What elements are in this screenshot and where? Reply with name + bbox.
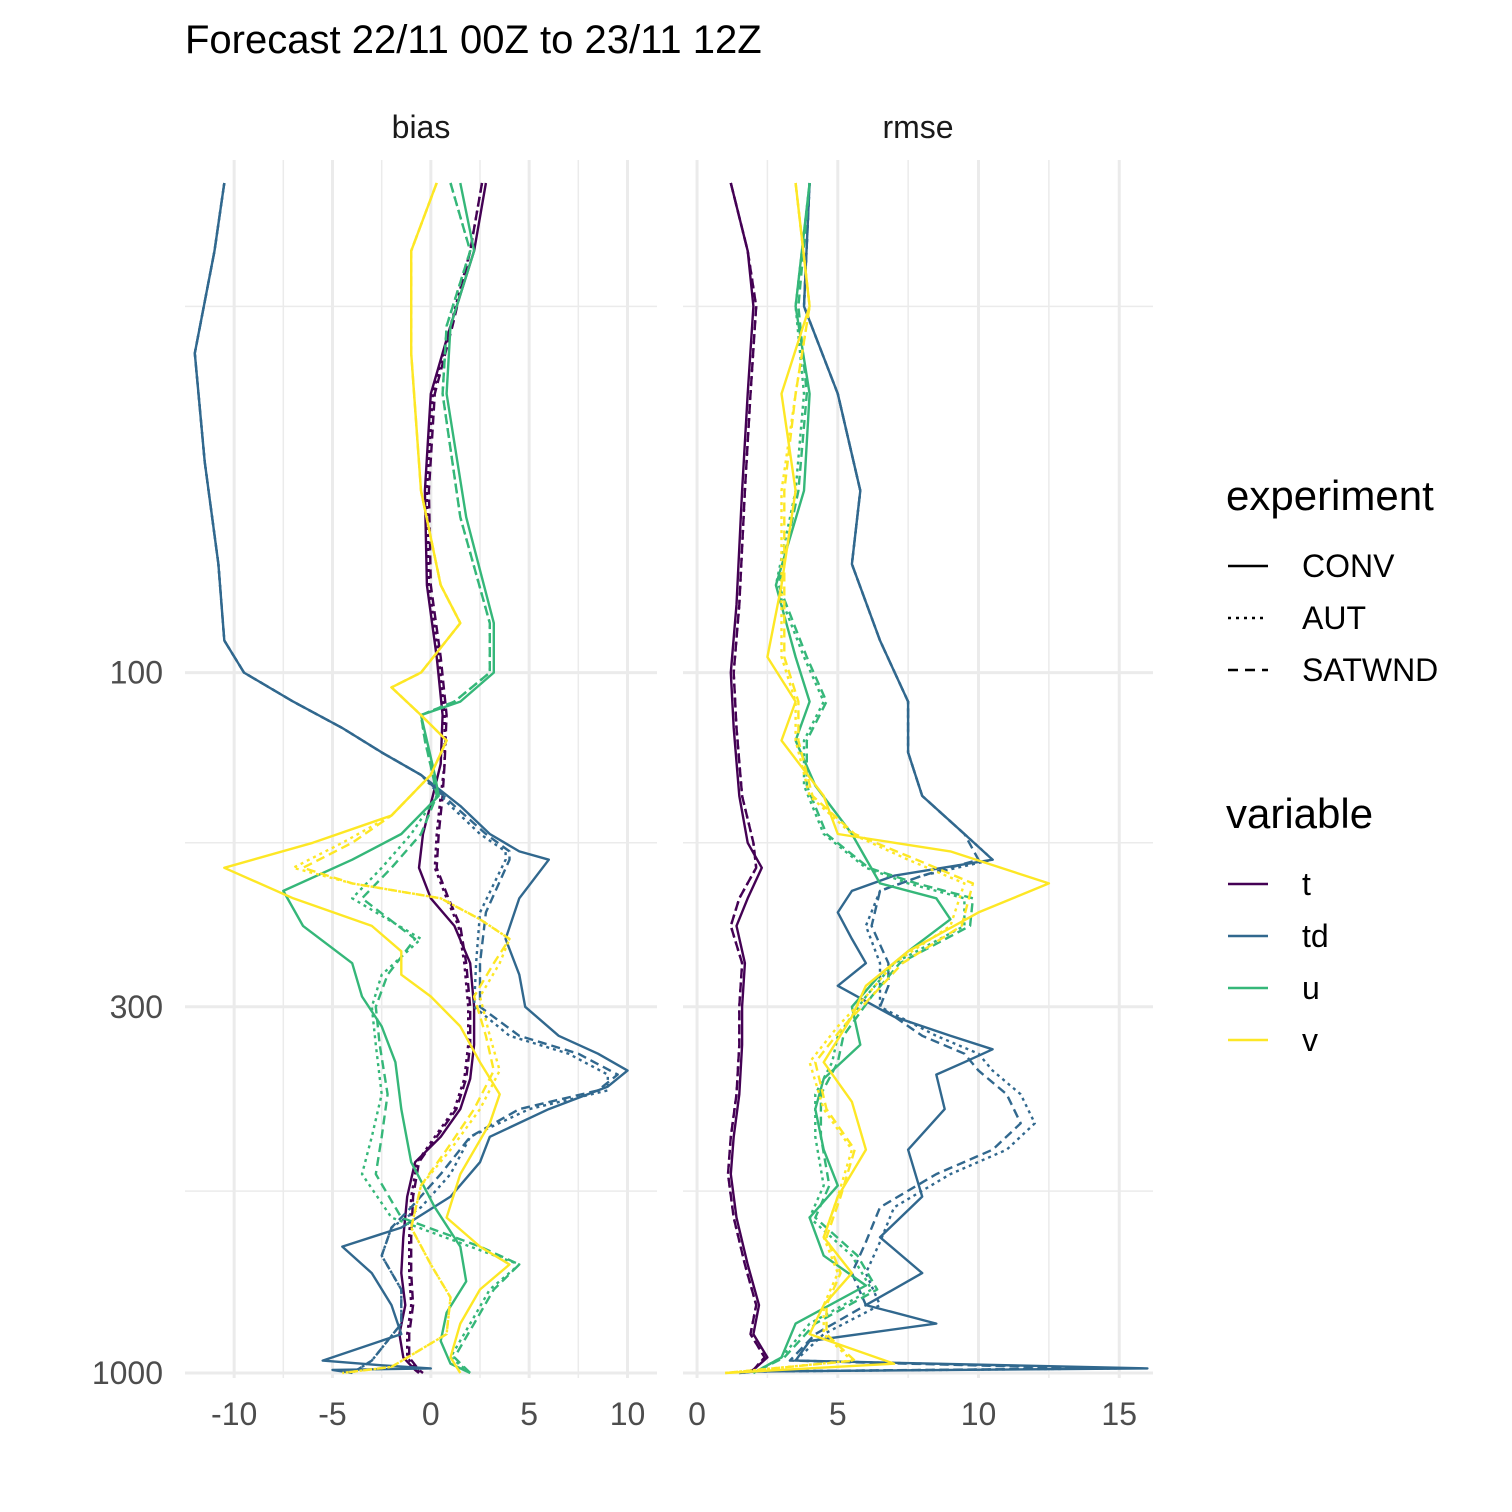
legend-item-v: v [1226, 1014, 1373, 1066]
y-tick-label: 1000 [92, 1355, 163, 1391]
legend-label-conv: CONV [1302, 547, 1395, 584]
color-key-u [1226, 978, 1270, 998]
rmse-series-t-conv [729, 182, 769, 1375]
legend-experiment: experiment CONV AUT SATWND [1226, 472, 1438, 696]
legend-experiment-title: experiment [1226, 472, 1434, 519]
legend-label-t: t [1302, 865, 1311, 902]
panel-label-rmse: rmse [882, 109, 953, 145]
bias-series-t-satwnd [408, 182, 484, 1374]
legend-label-aut: AUT [1302, 599, 1366, 636]
legend-item-u: u [1226, 962, 1373, 1014]
bias-series-t-conv [398, 182, 488, 1374]
bias-series-td-satwnd [193, 182, 619, 1375]
legend-variable: variable t td u v [1226, 790, 1373, 1066]
bias-x-tick-label: 0 [422, 1396, 440, 1432]
bias-series-v-aut [292, 182, 511, 1375]
bias-x-tick-label: 10 [610, 1396, 646, 1432]
bias-x-tick-label: -10 [211, 1396, 257, 1432]
chart-title: Forecast 22/11 00Z to 23/11 12Z [185, 18, 762, 62]
bias-series-td-aut [193, 182, 609, 1375]
rmse-series-t-satwnd [726, 182, 766, 1375]
rmse-x-tick-label: 5 [829, 1396, 847, 1432]
legend-item-t: t [1226, 858, 1373, 910]
legend-variable-title: variable [1226, 790, 1374, 837]
rmse-series-td-aut [739, 182, 1121, 1375]
color-key-td [1226, 926, 1270, 946]
rmse-series-td-conv [739, 182, 1149, 1375]
rmse-series-v-aut [725, 182, 966, 1375]
legend-item-satwnd: SATWND [1226, 644, 1438, 696]
rmse-series-u-satwnd [752, 182, 975, 1375]
rmse-series-td-satwnd [739, 182, 1093, 1375]
color-key-t [1226, 874, 1270, 894]
dotted-line-key [1226, 608, 1270, 628]
bias-series-t-aut [406, 182, 484, 1374]
color-key-v [1226, 1030, 1270, 1050]
rmse-series-v-conv [725, 182, 1051, 1375]
y-tick-label: 300 [110, 989, 163, 1025]
panel-label-bias: bias [392, 109, 451, 145]
rmse-x-tick-label: 15 [1101, 1396, 1137, 1432]
bias-series-v-conv [223, 182, 511, 1374]
y-tick-label: 100 [110, 655, 163, 691]
solid-line-key [1226, 556, 1270, 576]
legend-item-conv: CONV [1226, 540, 1438, 592]
legend-item-aut: AUT [1226, 592, 1438, 644]
bias-x-tick-label: -5 [318, 1396, 346, 1432]
legend-label-u: u [1302, 969, 1320, 1006]
bias-series-u-aut [351, 182, 521, 1374]
dashed-line-key [1226, 660, 1270, 680]
bias-series-u-conv [282, 182, 495, 1375]
bias-series-v-satwnd [301, 182, 511, 1375]
rmse-series-u-aut [752, 182, 966, 1375]
legend-label-td: td [1302, 917, 1329, 954]
bias-x-tick-label: 5 [520, 1396, 538, 1432]
legend-label-satwnd: SATWND [1302, 651, 1439, 688]
rmse-series-v-satwnd [725, 182, 975, 1375]
legend-item-td: td [1226, 910, 1373, 962]
rmse-x-tick-label: 10 [961, 1396, 997, 1432]
legend-label-v: v [1302, 1021, 1318, 1058]
rmse-x-tick-label: 0 [688, 1396, 706, 1432]
